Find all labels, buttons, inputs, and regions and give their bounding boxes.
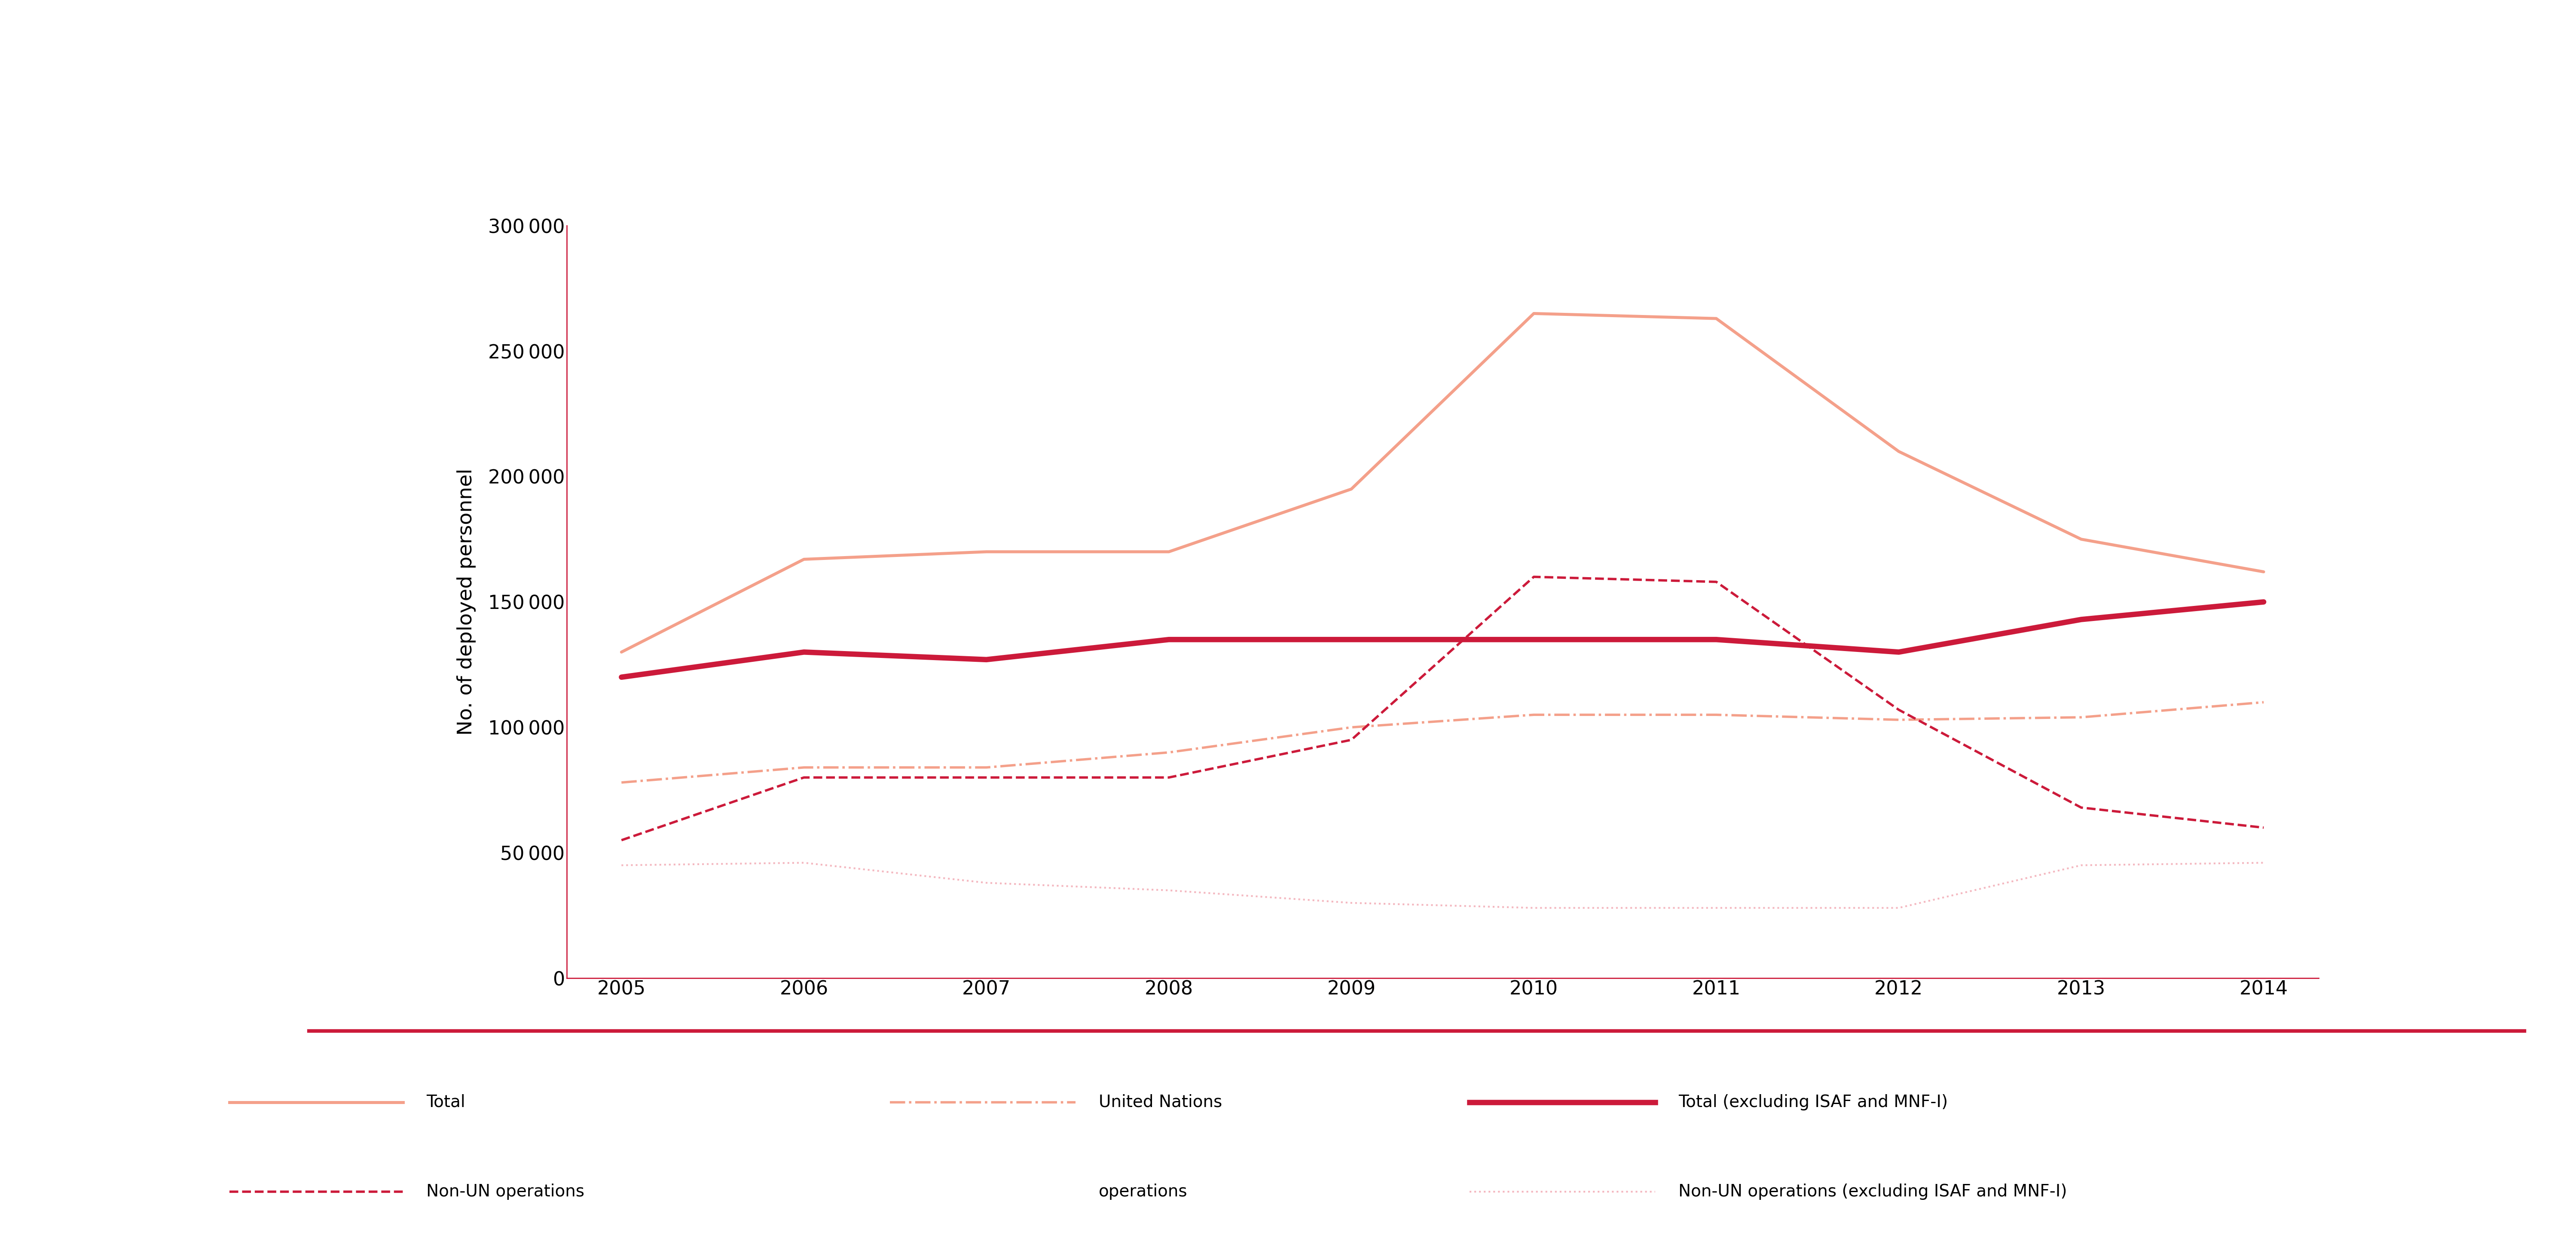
Text: United Nations: United Nations [1097, 1093, 1221, 1110]
Text: NUMBER OF PERSONNEL DEPLOYED TO MULTILATERAL PEACE: NUMBER OF PERSONNEL DEPLOYED TO MULTILAT… [31, 51, 1103, 82]
Text: Non-UN operations: Non-UN operations [425, 1184, 585, 1200]
Y-axis label: No. of deployed personnel: No. of deployed personnel [456, 469, 477, 735]
Text: operations: operations [1097, 1184, 1188, 1200]
Text: Total (excluding ISAF and MNF-I): Total (excluding ISAF and MNF-I) [1680, 1093, 1947, 1110]
Text: OPERATIONS, 2005–14: OPERATIONS, 2005–14 [31, 134, 422, 164]
Text: Non-UN operations (excluding ISAF and MNF-I): Non-UN operations (excluding ISAF and MN… [1680, 1184, 2066, 1200]
Text: Total: Total [425, 1093, 466, 1110]
